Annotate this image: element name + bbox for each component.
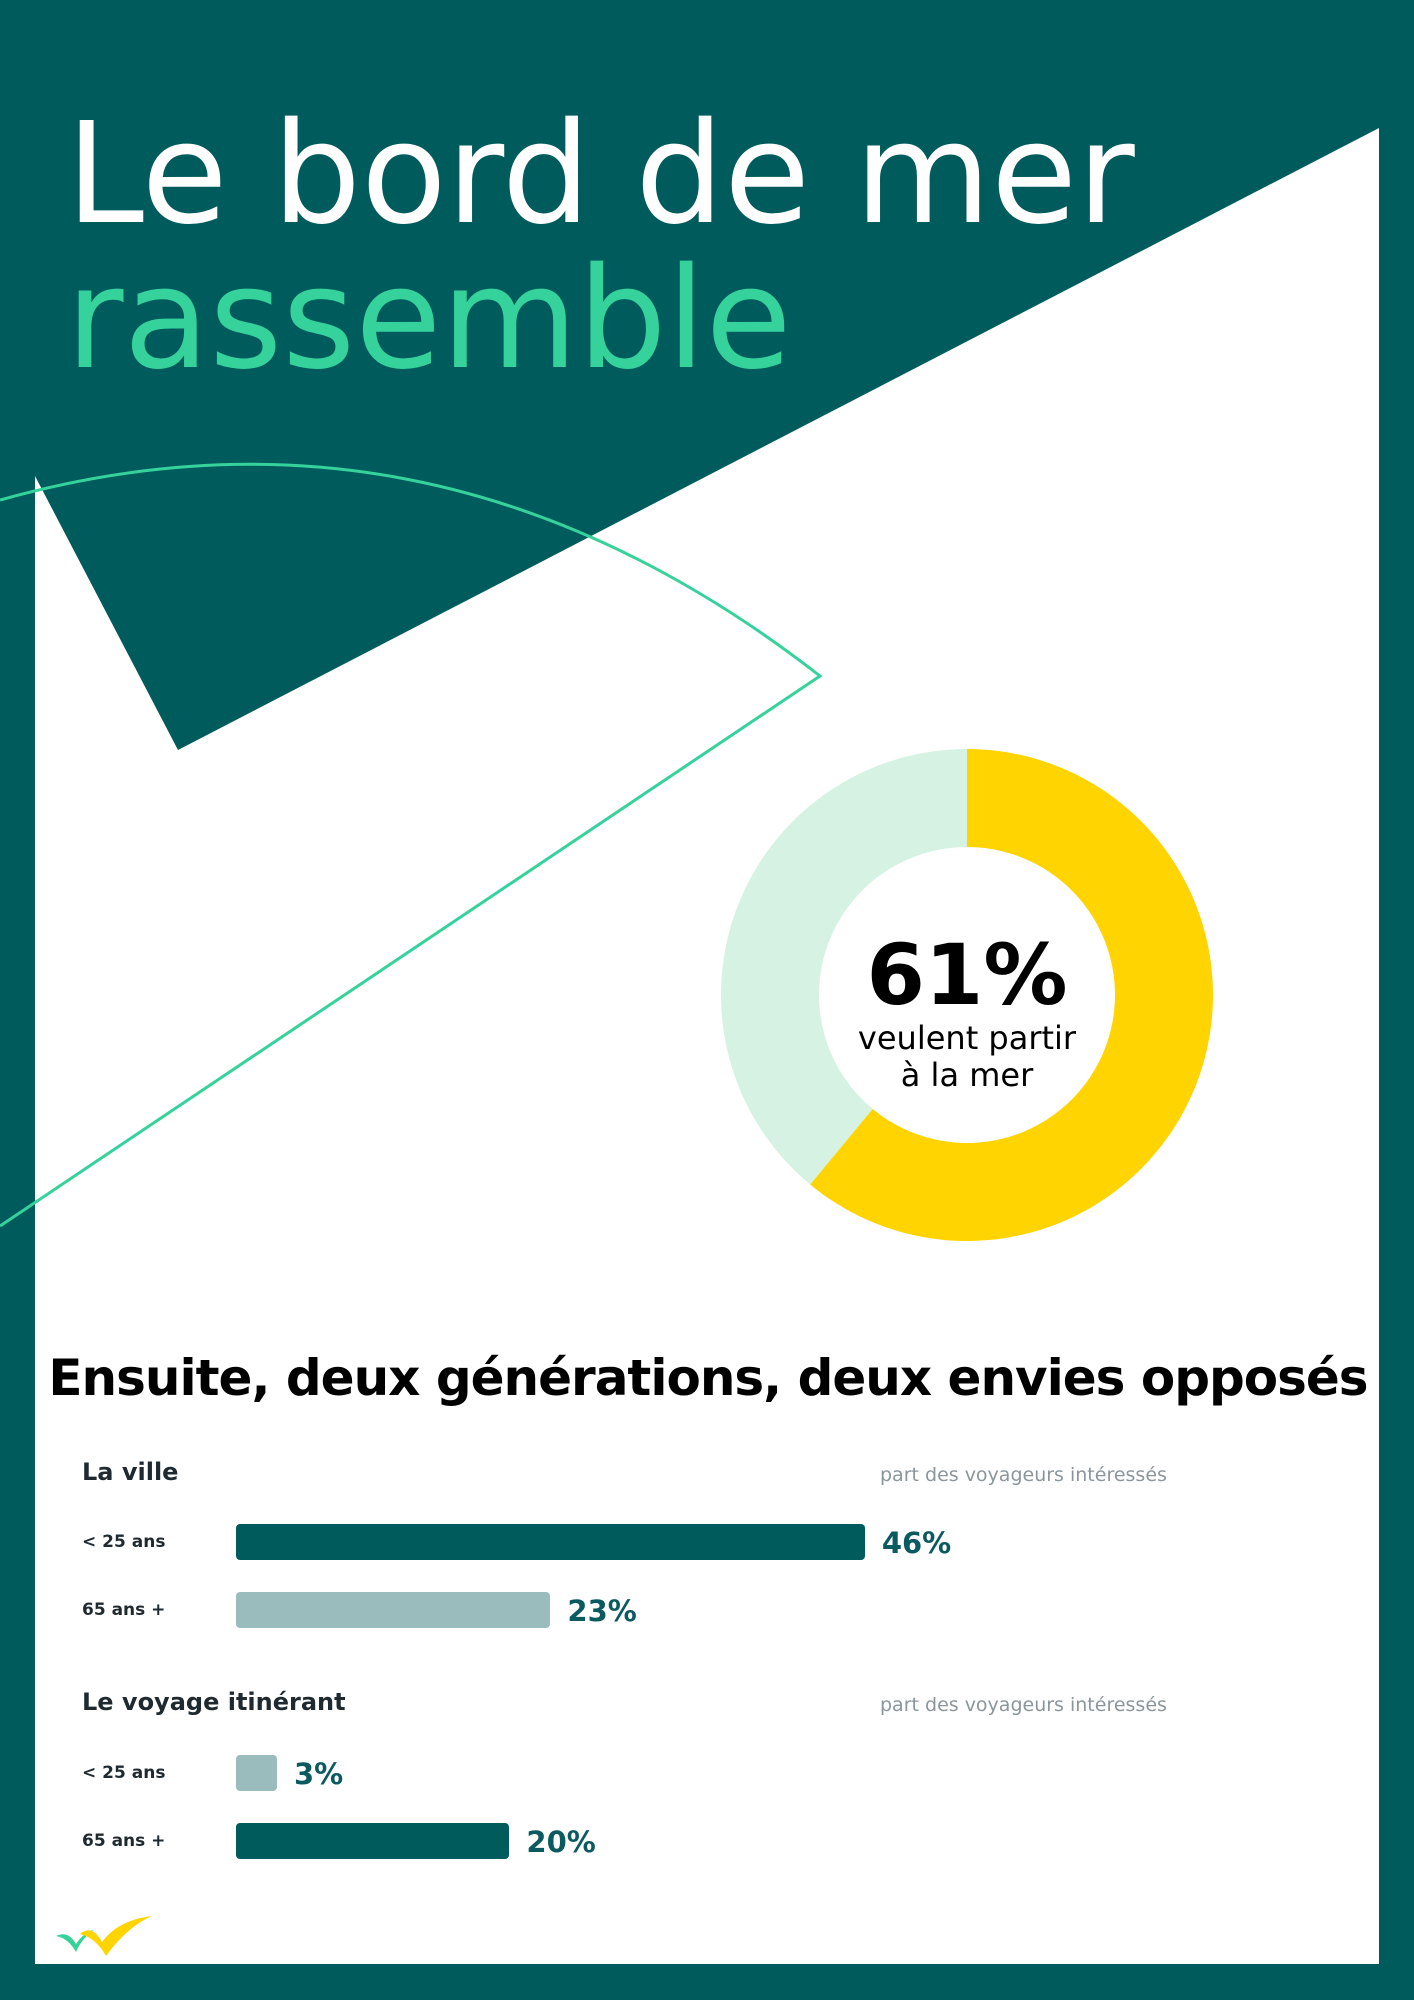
bar-ville-young [236,1524,865,1560]
row-label-itinerant-senior: 65 ans + [82,1831,166,1851]
section-title: Ensuite, deux générations, deux envies o… [48,1349,1368,1407]
logo-check-yellow [80,1916,152,1956]
bar-value-itinerant-senior: 20% [526,1825,596,1859]
bar-itinerant-senior [236,1823,510,1859]
row-label-ville-senior: 65 ans + [82,1600,166,1620]
donut-chart [721,749,1213,1241]
donut-caption-line2: à la mer [900,1056,1034,1094]
bar-value-itinerant-young: 3% [294,1757,344,1791]
bar-itinerant-young [236,1755,277,1791]
brand-check-logo-icon [56,1916,152,1956]
bar-value-ville-young: 46% [881,1526,952,1560]
logo-check-green [56,1930,94,1952]
bar-value-ville-senior: 23% [567,1594,637,1628]
white-panel [35,128,1379,1964]
bar-ville-senior [236,1592,551,1628]
decorative-arc [0,462,823,1228]
group-title-itinerant: Le voyage itinérant [82,1688,346,1716]
donut-slice-mer [810,749,1213,1241]
group-note-itinerant: part des voyageurs intéressés [880,1694,1167,1716]
donut-slice-remaining [721,749,967,1185]
group-title-ville: La ville [82,1458,179,1486]
donut-center-value: 61% [866,926,1068,1024]
group-note-ville: part des voyageurs intéressés [880,1464,1167,1486]
row-label-itinerant-young: < 25 ans [82,1763,166,1783]
donut-caption-line1: veulent partir [857,1019,1077,1057]
page-title-line2: rassemble [66,238,792,401]
row-label-ville-young: < 25 ans [82,1532,166,1552]
page-title-line1: Le bord de mer [66,93,1135,256]
